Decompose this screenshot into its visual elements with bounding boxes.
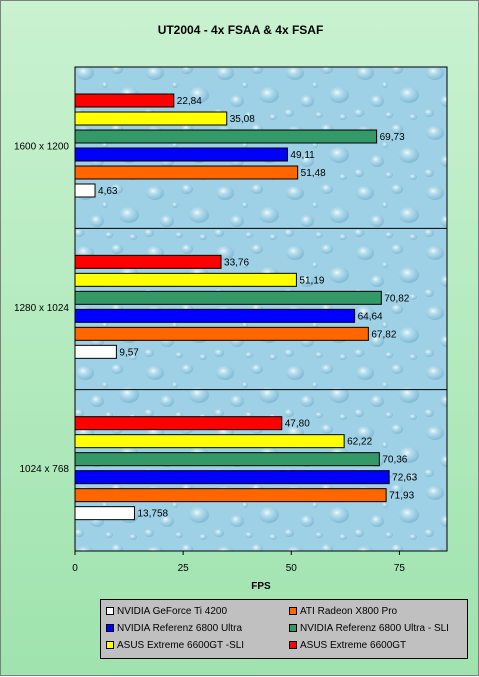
bar bbox=[74, 488, 387, 503]
data-label: 51,19 bbox=[299, 275, 324, 286]
bar bbox=[74, 272, 297, 287]
bar bbox=[74, 308, 356, 323]
chart-title: UT2004 - 4x FSAA & 4x FSAF bbox=[157, 23, 324, 37]
bar bbox=[74, 147, 288, 162]
legend-swatch bbox=[289, 624, 297, 632]
legend: NVIDIA GeForce Ti 4200 ATI Radeon X800 Pr… bbox=[100, 599, 468, 659]
data-label: 22,84 bbox=[177, 96, 202, 107]
data-label: 47,80 bbox=[285, 419, 310, 430]
bar bbox=[74, 434, 345, 449]
legend-swatch bbox=[106, 624, 114, 632]
data-label: 62,22 bbox=[347, 437, 372, 448]
bar bbox=[74, 326, 369, 341]
bar bbox=[74, 254, 222, 269]
x-tick-label: 75 bbox=[394, 563, 406, 574]
legend-swatch bbox=[106, 607, 114, 615]
legend-label: NVIDIA Referenz 6800 Ultra bbox=[117, 622, 243, 634]
data-label: 71,93 bbox=[389, 491, 414, 502]
bar bbox=[74, 93, 175, 108]
bar bbox=[74, 129, 378, 144]
legend-item: NVIDIA Referenz 6800 Ultra bbox=[106, 621, 242, 635]
data-label: 35,08 bbox=[230, 114, 255, 125]
legend-swatch bbox=[289, 607, 297, 615]
legend-item: NVIDIA Referenz 6800 Ultra - SLI bbox=[289, 621, 449, 635]
data-label: 72,63 bbox=[392, 473, 417, 484]
x-axis-label: FPS bbox=[251, 581, 271, 592]
data-label: 70,36 bbox=[382, 455, 407, 466]
legend-item: ASUS Extreme 6600GT bbox=[289, 638, 406, 652]
x-tick-label: 50 bbox=[286, 563, 298, 574]
bar bbox=[74, 183, 96, 198]
legend-item: ATI Radeon X800 Pro bbox=[289, 604, 397, 618]
bar bbox=[74, 470, 390, 485]
bar bbox=[74, 416, 283, 431]
category-label: 1600 x 1200 bbox=[14, 142, 69, 153]
x-tick-label: 25 bbox=[178, 563, 190, 574]
category-label: 1024 x 768 bbox=[20, 464, 70, 475]
legend-label: ATI Radeon X800 Pro bbox=[300, 605, 398, 617]
legend-item: ASUS Extreme 6600GT -SLI bbox=[106, 638, 244, 652]
data-label: 51,48 bbox=[301, 168, 326, 179]
data-label: 13,758 bbox=[138, 509, 169, 520]
legend-label: NVIDIA Referenz 6800 Ultra - SLI bbox=[300, 622, 449, 634]
legend-swatch bbox=[289, 641, 297, 649]
legend-label: NVIDIA GeForce Ti 4200 bbox=[117, 605, 228, 617]
data-label: 4,63 bbox=[98, 186, 118, 197]
data-label: 9,57 bbox=[119, 347, 139, 358]
legend-label: ASUS Extreme 6600GT -SLI bbox=[117, 639, 245, 651]
legend-label: ASUS Extreme 6600GT bbox=[300, 639, 407, 651]
data-label: 49,11 bbox=[290, 150, 315, 161]
data-label: 33,76 bbox=[224, 257, 249, 268]
legend-swatch bbox=[106, 641, 114, 649]
bar bbox=[74, 290, 382, 305]
data-label: 67,82 bbox=[371, 329, 396, 340]
category-label: 1280 x 1024 bbox=[14, 303, 69, 314]
data-label: 70,82 bbox=[384, 293, 409, 304]
bar bbox=[74, 506, 136, 521]
x-tick-label: 0 bbox=[72, 563, 78, 574]
bar bbox=[74, 165, 299, 180]
bar bbox=[74, 111, 228, 126]
data-label: 69,73 bbox=[380, 132, 405, 143]
bar bbox=[74, 344, 117, 359]
data-label: 64,64 bbox=[358, 311, 383, 322]
legend-item: NVIDIA GeForce Ti 4200 bbox=[106, 604, 227, 618]
bar bbox=[74, 452, 380, 467]
